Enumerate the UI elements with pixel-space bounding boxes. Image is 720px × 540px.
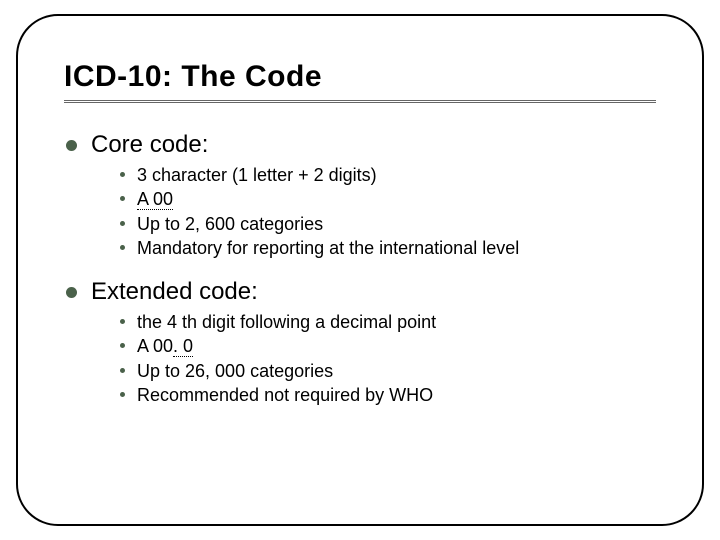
list-item: Mandatory for reporting at the internati… <box>120 236 656 260</box>
section-label: Extended code: <box>91 278 258 306</box>
slide-title: ICD-10: The Code <box>64 60 656 94</box>
list-item: Recommended not required by WHO <box>120 383 656 407</box>
list-item: A 00. 0 <box>120 334 656 358</box>
slide-content: Core code: 3 character (1 letter + 2 dig… <box>64 107 656 407</box>
list-item: 3 character (1 letter + 2 digits) <box>120 163 656 187</box>
section-extended-code: Extended code: the 4 th digit following … <box>66 278 656 407</box>
section-core-code: Core code: 3 character (1 letter + 2 dig… <box>66 131 656 260</box>
list-item-text: Recommended not required by WHO <box>137 383 433 407</box>
underlined-text: A 00 <box>137 189 173 210</box>
list-item: Up to 26, 000 categories <box>120 359 656 383</box>
disc-bullet-icon <box>66 140 77 151</box>
list-item-text: Up to 2, 600 categories <box>137 212 323 236</box>
list-item: A 00 <box>120 187 656 211</box>
dot-bullet-icon <box>120 343 125 348</box>
text-prefix: A 00 <box>137 336 173 356</box>
dot-bullet-icon <box>120 392 125 397</box>
list-item-text: Up to 26, 000 categories <box>137 359 333 383</box>
list-item-text: 3 character (1 letter + 2 digits) <box>137 163 377 187</box>
dot-bullet-icon <box>120 196 125 201</box>
title-block: ICD-10: The Code <box>64 60 656 103</box>
slide-frame: ICD-10: The Code Core code: 3 character … <box>16 14 704 526</box>
dot-bullet-icon <box>120 245 125 250</box>
section-label: Core code: <box>91 131 208 159</box>
dot-bullet-icon <box>120 172 125 177</box>
sub-list: 3 character (1 letter + 2 digits) A 00 U… <box>66 163 656 260</box>
sub-list: the 4 th digit following a decimal point… <box>66 310 656 407</box>
dot-bullet-icon <box>120 319 125 324</box>
dot-bullet-icon <box>120 221 125 226</box>
list-item-text: A 00. 0 <box>137 334 193 358</box>
dot-bullet-icon <box>120 368 125 373</box>
list-item-text: A 00 <box>137 187 173 211</box>
list-item: the 4 th digit following a decimal point <box>120 310 656 334</box>
underlined-text: . 0 <box>173 336 193 357</box>
disc-bullet-icon <box>66 287 77 298</box>
title-underline <box>64 100 656 103</box>
section-header: Extended code: <box>66 278 656 306</box>
list-item-text: Mandatory for reporting at the internati… <box>137 236 519 260</box>
section-header: Core code: <box>66 131 656 159</box>
list-item: Up to 2, 600 categories <box>120 212 656 236</box>
list-item-text: the 4 th digit following a decimal point <box>137 310 436 334</box>
